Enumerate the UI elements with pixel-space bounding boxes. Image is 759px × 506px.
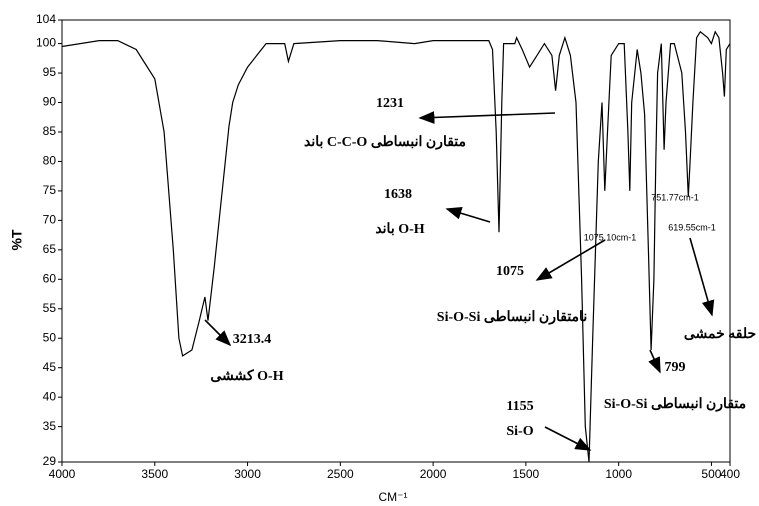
- annotation: کششی O-H: [210, 368, 283, 384]
- y-axis-label: %T: [9, 229, 25, 250]
- annotation: باند C-C-O متقارن انبساطی: [304, 135, 466, 150]
- y-tick-label: 90: [43, 95, 57, 109]
- x-tick-label: 1500: [513, 467, 540, 481]
- y-tick-label: 95: [43, 65, 57, 79]
- y-tick-label: 100: [36, 36, 56, 50]
- arrow: [535, 239, 606, 281]
- plot-frame: [61, 19, 731, 463]
- y-tick-label: 75: [43, 183, 57, 197]
- x-tick-label: 2000: [420, 467, 447, 481]
- arrow: [648, 349, 661, 374]
- annotation: Si-O: [506, 424, 533, 439]
- peak-label: 751.77cm-1: [651, 192, 699, 202]
- y-tick-label: 85: [43, 124, 57, 138]
- annotation: 1075: [496, 264, 524, 279]
- annotation: Si-O-Si متقارن انبساطی: [604, 397, 746, 412]
- y-tick-label: 45: [43, 360, 57, 374]
- annotation: 799: [665, 360, 686, 375]
- x-tick-label: 3000: [234, 467, 261, 481]
- y-tick-label: 65: [43, 242, 57, 256]
- y-tick-label: 104: [36, 12, 56, 26]
- spectrum-line: [61, 30, 731, 463]
- x-tick-label: 4000: [49, 467, 76, 481]
- x-tick-label: 1000: [605, 467, 632, 481]
- annotation: حلقه خمشی: [684, 327, 756, 342]
- y-tick-label: 40: [43, 389, 57, 403]
- y-tick-label: 70: [43, 213, 57, 227]
- x-tick-label: 500: [701, 467, 721, 481]
- y-tick-label: 60: [43, 271, 57, 285]
- y-tick-label: 55: [43, 301, 57, 315]
- annotation: Si-O-Si نامتقارن انبساطی: [437, 310, 587, 325]
- annotation: 1638: [384, 187, 412, 202]
- peak-label: 1075.10cm-1: [584, 232, 637, 242]
- y-tick-label: 80: [43, 154, 57, 168]
- annotation: باند O-H: [375, 222, 424, 237]
- y-tick-label: 29: [43, 454, 57, 468]
- arrow: [445, 207, 491, 223]
- peak-label: 619.55cm-1: [668, 222, 716, 232]
- arrow: [689, 237, 715, 317]
- arrow: [418, 111, 556, 124]
- y-tick-label: 35: [43, 419, 57, 433]
- arrow: [204, 319, 232, 347]
- arrow: [544, 426, 592, 451]
- y-tick-label: 50: [43, 330, 57, 344]
- x-tick-label: 400: [720, 467, 740, 481]
- x-axis-label: CM⁻¹: [379, 490, 408, 504]
- annotation: 3213.4: [233, 332, 272, 347]
- x-tick-label: 3500: [141, 467, 168, 481]
- annotation: 1231: [376, 96, 404, 111]
- annotation: 1155: [506, 399, 533, 414]
- x-tick-label: 2500: [327, 467, 354, 481]
